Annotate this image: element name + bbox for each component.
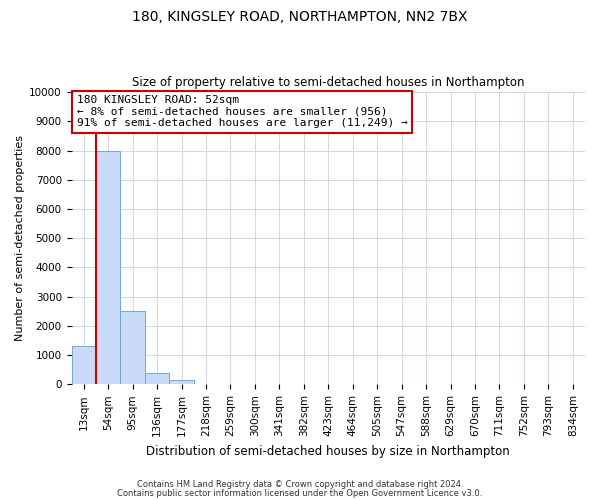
X-axis label: Distribution of semi-detached houses by size in Northampton: Distribution of semi-detached houses by … [146,444,510,458]
Text: 180, KINGSLEY ROAD, NORTHAMPTON, NN2 7BX: 180, KINGSLEY ROAD, NORTHAMPTON, NN2 7BX [132,10,468,24]
Bar [121,312,145,384]
Title: Size of property relative to semi-detached houses in Northampton: Size of property relative to semi-detach… [132,76,524,90]
Text: Contains public sector information licensed under the Open Government Licence v3: Contains public sector information licen… [118,488,482,498]
Bar [96,150,121,384]
Text: Contains HM Land Registry data © Crown copyright and database right 2024.: Contains HM Land Registry data © Crown c… [137,480,463,489]
Bar [145,372,169,384]
Y-axis label: Number of semi-detached properties: Number of semi-detached properties [15,135,25,341]
Bar [169,380,194,384]
Bar [71,346,96,385]
Text: 180 KINGSLEY ROAD: 52sqm
← 8% of semi-detached houses are smaller (956)
91% of s: 180 KINGSLEY ROAD: 52sqm ← 8% of semi-de… [77,95,407,128]
